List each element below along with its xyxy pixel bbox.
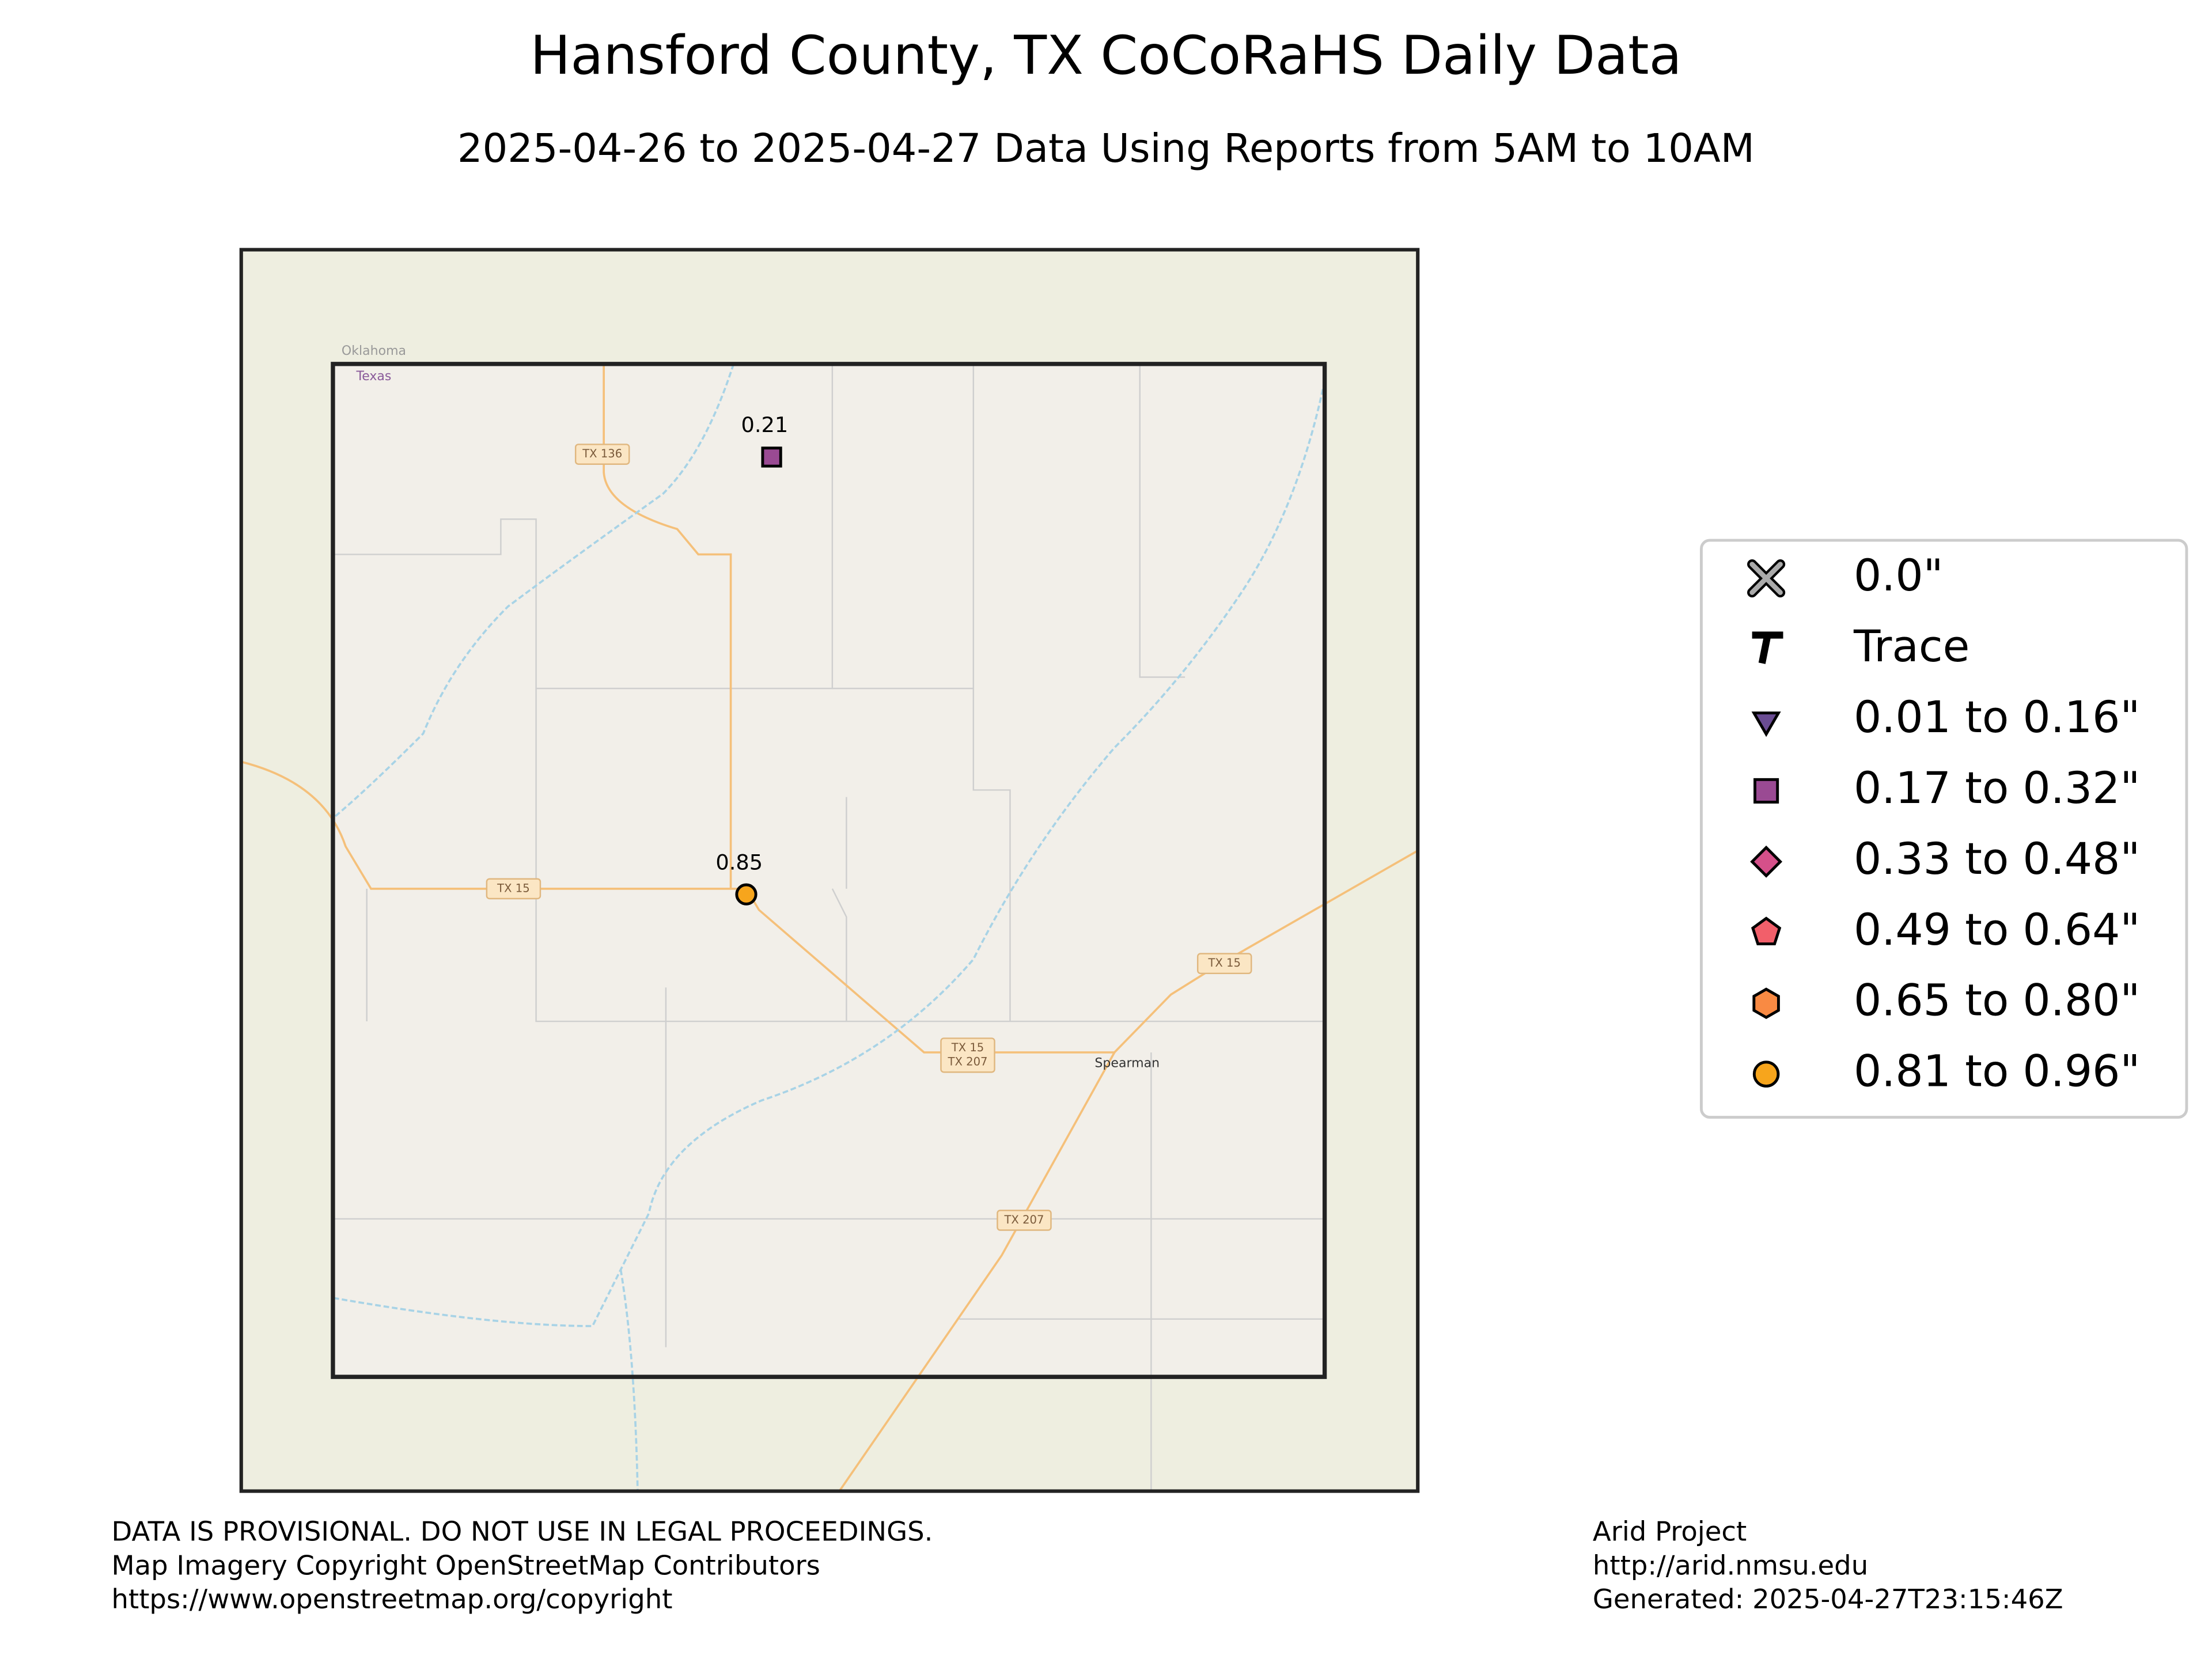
- road-label: TX 207: [1003, 1213, 1044, 1226]
- marker: [761, 446, 782, 468]
- road-shield: [574, 444, 630, 465]
- place-label: Oklahoma: [342, 344, 406, 358]
- river: [332, 363, 735, 819]
- road: [332, 363, 1327, 1347]
- legend-label: 0.49 to 0.64": [1854, 904, 2140, 955]
- road-label: TX 15: [951, 1041, 984, 1054]
- place-label: Texas: [356, 369, 392, 384]
- road-label: TX 15: [1207, 956, 1241, 969]
- highway: [838, 1052, 1116, 1492]
- station-value: 0.85: [715, 850, 763, 874]
- river: [332, 380, 1326, 1327]
- marker: [1753, 778, 1779, 804]
- footer-text: Generated: 2025-04-27T23:15:46Z: [1593, 1584, 2063, 1615]
- road-shield: [1196, 953, 1252, 975]
- legend-label: 0.33 to 0.48": [1854, 834, 2140, 884]
- roads-minor: [332, 363, 1327, 1491]
- marker: [1752, 631, 1783, 664]
- legend-label: 0.0": [1854, 550, 1944, 601]
- county-area: [332, 363, 1325, 1377]
- marker: [1751, 711, 1781, 737]
- title: Hansford County, TX CoCoRaHS Daily Data: [530, 24, 1681, 86]
- footer-text: Arid Project: [1593, 1516, 1747, 1547]
- marker: [1750, 845, 1783, 878]
- map-frame: [239, 248, 1420, 1493]
- marker: [1752, 987, 1780, 1020]
- county-border: [331, 362, 1327, 1379]
- river: [619, 1269, 639, 1491]
- legend-label: 0.17 to 0.32": [1854, 763, 2140, 813]
- road-shield: [940, 1037, 995, 1073]
- footer-text: http://arid.nmsu.edu: [1593, 1550, 1868, 1581]
- footer-text: https://www.openstreetmap.org/copyright: [111, 1584, 672, 1615]
- road-label: TX 207: [948, 1055, 988, 1069]
- legend-label: Trace: [1853, 621, 1969, 672]
- rivers: [332, 363, 1326, 1491]
- legend-label: 0.01 to 0.16": [1854, 692, 2140, 743]
- legend-label: 0.65 to 0.80": [1854, 975, 2140, 1026]
- station-value: 0.21: [741, 412, 788, 437]
- legend-items: 0.0" Trace 0.01 to 0.16" 0.17 to 0.32" 0.33 …: [1747, 550, 2140, 1097]
- marker: [1749, 562, 1783, 595]
- highway: [603, 363, 732, 889]
- borders: [239, 248, 1420, 1493]
- stations: 0.21 0.85: [715, 412, 788, 906]
- road-label: TX 15: [497, 881, 530, 895]
- place-label: Spearman: [1094, 1056, 1160, 1071]
- road-shield: [997, 1210, 1052, 1231]
- marker: [1752, 1060, 1780, 1088]
- road: [535, 688, 1327, 1022]
- road-label: TX 136: [582, 447, 622, 460]
- footer: DATA IS PROVISIONAL. DO NOT USE IN LEGAL…: [111, 1516, 2063, 1615]
- subtitle: 2025-04-26 to 2025-04-27 Data Using Repo…: [457, 126, 1755, 172]
- marker: [1751, 916, 1782, 946]
- footer-text: DATA IS PROVISIONAL. DO NOT USE IN LEGAL…: [111, 1516, 933, 1547]
- footer-text: Map Imagery Copyright OpenStreetMap Cont…: [111, 1550, 820, 1581]
- marker: [735, 883, 757, 906]
- road-shield: [486, 878, 541, 900]
- legend: 0.0" Trace 0.01 to 0.16" 0.17 to 0.32" 0.33 …: [1700, 539, 2188, 1119]
- legend-label: 0.81 to 0.96": [1854, 1046, 2140, 1097]
- road: [832, 363, 1011, 1022]
- legend-box: [1700, 539, 2188, 1119]
